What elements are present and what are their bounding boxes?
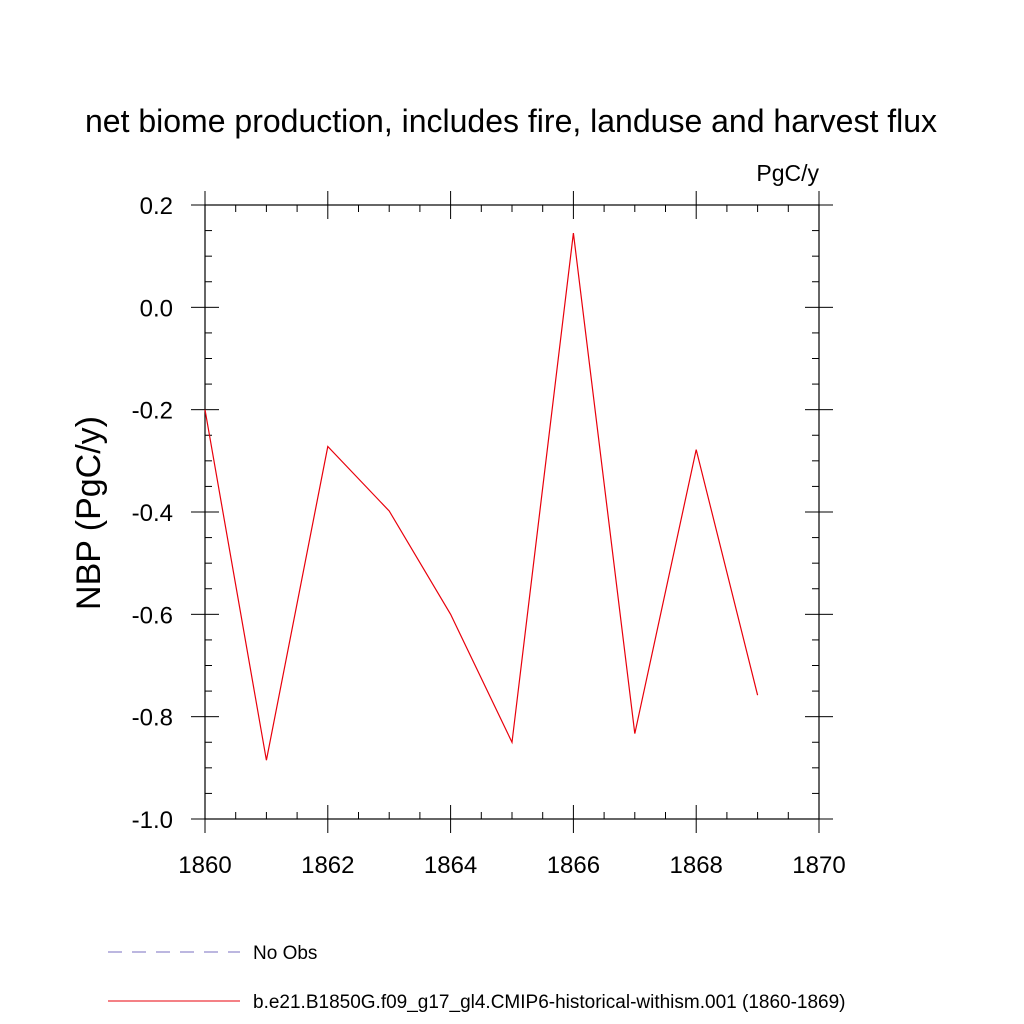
plot-frame	[204, 204, 820, 820]
y-tick-label: -0.2	[132, 398, 173, 425]
y-tick-label: -0.4	[132, 500, 173, 527]
series-line-0	[204, 233, 759, 761]
legend-label-0: No Obs	[253, 943, 317, 964]
x-tick-label: 1860	[178, 852, 231, 879]
y-tick-label: 0.2	[140, 193, 173, 220]
legend: No Obs b.e21.B1850G.f09_g17_gl4.CMIP6-his…	[108, 943, 846, 1013]
y-tick-label: -0.6	[132, 602, 173, 629]
x-tick-label: 1866	[547, 852, 600, 879]
x-tick-label: 1862	[301, 852, 354, 879]
x-tick-label: 1868	[670, 852, 723, 879]
tick-labels: 1860 1862 1864 1866 1868 1870 0.2 0.0 -0.2 -0.4 -0…	[132, 193, 846, 879]
legend-label-1: b.e21.B1850G.f09_g17_gl4.CMIP6-historica…	[253, 992, 846, 1013]
axis-ticks	[191, 191, 833, 833]
x-tick-label: 1864	[424, 852, 477, 879]
x-tick-label: 1870	[792, 852, 845, 879]
series-layer	[204, 233, 759, 761]
y-tick-label: -1.0	[132, 807, 173, 834]
y-axis-label: NBP (PgC/y)	[70, 416, 108, 610]
chart-title: net biome production, includes fire, lan…	[85, 103, 937, 139]
y-tick-label: -0.8	[132, 705, 173, 732]
units-label: PgC/y	[756, 160, 819, 186]
y-tick-label: 0.0	[140, 295, 173, 322]
